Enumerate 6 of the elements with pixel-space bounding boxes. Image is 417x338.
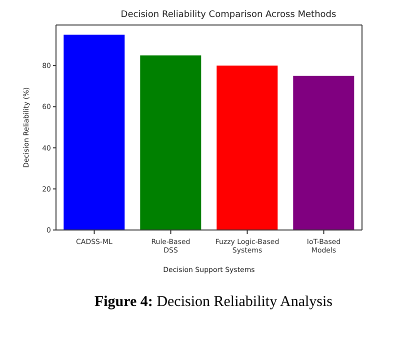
caption: Figure 4: Decision Reliability Analysis: [93, 294, 334, 311]
bar: [140, 55, 202, 230]
bar: [64, 34, 125, 230]
chart-title: Decision Reliability Comparison Across Methods: [120, 9, 338, 22]
bar: [293, 76, 354, 230]
bar: [216, 66, 278, 230]
